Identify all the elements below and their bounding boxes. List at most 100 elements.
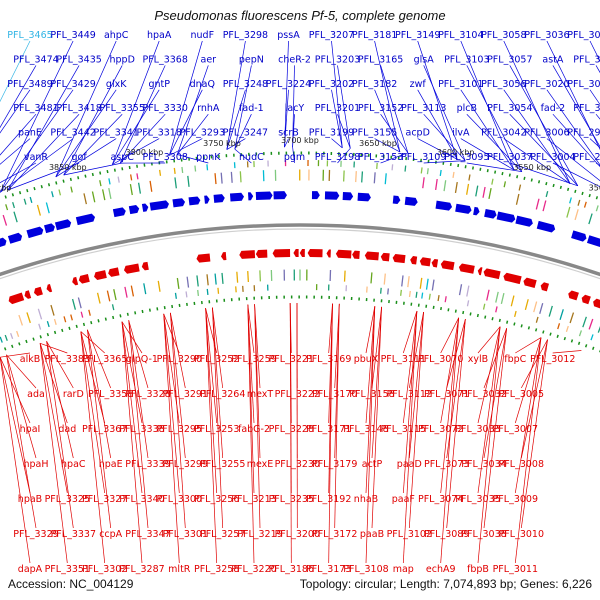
gene-label: PFL_3101 (438, 79, 483, 90)
feature-stripe (425, 278, 429, 290)
feature-stripe (513, 310, 517, 318)
gene-label: PFL_3264 (200, 389, 245, 400)
leader-line (205, 308, 218, 564)
gene-arrow (75, 213, 96, 226)
feature-stripe (91, 191, 96, 203)
gene-label: PFL_3057 (487, 54, 532, 65)
feature-stripe (117, 176, 120, 183)
feature-stripe (437, 295, 440, 302)
gene-label: PFL_3300 (157, 494, 202, 505)
feature-stripe (468, 174, 471, 181)
leader-line (380, 113, 409, 154)
leader-line (0, 40, 31, 103)
gene-arrow (326, 249, 331, 258)
gene-label: hpaB (18, 494, 42, 505)
gene-label: PFL_3009 (493, 494, 538, 505)
gene-arrow (273, 191, 287, 200)
gene-label: PFL_3207 (309, 30, 354, 41)
feature-stripe (108, 178, 111, 185)
gene-arrow (26, 226, 44, 239)
gene-arrow (108, 267, 120, 277)
feature-stripe (401, 275, 404, 287)
gene-arrow (112, 207, 126, 218)
gene-label: PFL_3202 (309, 79, 354, 90)
scale-label: 3600 kbp (437, 148, 475, 157)
gene-label: PFL_3074 (418, 494, 463, 505)
gene-label: PFL_3291 (163, 389, 208, 400)
feature-stripe (36, 204, 42, 216)
leader-line (0, 357, 31, 494)
gene-label: PFL_3089 (424, 529, 469, 540)
gene-label: nhaB (354, 494, 378, 505)
scale-label: 3700 kbp (281, 136, 319, 145)
gene-label: PFL_3102 (387, 529, 432, 540)
gene-label: fabG-2 (238, 424, 270, 435)
feature-stripe (408, 290, 411, 298)
gene-label: PFL_3367 (82, 424, 127, 435)
gene-label: nudF (191, 30, 215, 41)
leader-line (119, 65, 166, 164)
gene-label: PFL_3222 (275, 389, 320, 400)
leader-line (247, 304, 255, 564)
gene-label: PFL_3368 (142, 54, 187, 65)
leader-line (234, 148, 252, 164)
gene-label: echA9 (426, 564, 456, 575)
leader-line (477, 326, 501, 564)
feature-stripe (58, 189, 62, 196)
leader-line (170, 312, 186, 459)
leader-line (292, 114, 295, 148)
gene-arrow (220, 252, 227, 261)
gene-arrow (0, 237, 7, 248)
gene-label: PFL_3351 (45, 564, 90, 575)
gene-label: PFL_3005 (499, 389, 544, 400)
gene-label: cheR-2 (278, 54, 311, 65)
gene-label: PFL_3182 (352, 79, 397, 90)
feature-stripe (50, 304, 55, 316)
feature-stripe (458, 284, 463, 296)
leader-line (177, 113, 209, 155)
gene-label: xylB (468, 354, 488, 365)
feature-stripe (400, 289, 402, 296)
gene-label: acpD (406, 128, 430, 139)
gene-label: PFL_3070 (418, 354, 463, 365)
gene-label: PFL_3173 (306, 564, 351, 575)
gene-label: nudC (239, 152, 264, 163)
feature-stripe (217, 287, 220, 294)
feature-stripe (420, 167, 423, 174)
gene-arrow (255, 191, 273, 201)
feature-stripe (428, 293, 431, 300)
gene-label: PFL_3258 (194, 564, 239, 575)
leader-line (402, 310, 418, 424)
feature-stripe (137, 182, 142, 194)
leader-line (331, 40, 343, 148)
gene-arrow (247, 192, 254, 201)
feature-stripe (158, 169, 162, 176)
gene-arrow (536, 220, 556, 233)
gene-label: pssA (277, 30, 300, 41)
feature-stripe (588, 213, 593, 225)
leader-line (371, 306, 382, 459)
gene-label: PFL_3072 (418, 424, 463, 435)
leader-line (477, 326, 501, 354)
feature-stripe (96, 292, 101, 304)
feature-stripe (71, 298, 77, 310)
feature-stripe (174, 177, 177, 189)
gene-label: PFL_3172 (312, 529, 357, 540)
feature-stripe (391, 164, 394, 171)
feature-stripe (583, 201, 587, 208)
gene-label: lacY (285, 103, 305, 114)
feature-stripe (186, 276, 190, 288)
feature-stripe (206, 288, 209, 295)
feature-stripe (157, 280, 161, 292)
feature-stripe (130, 285, 135, 297)
leader-line (337, 148, 351, 164)
gene-arrow (188, 196, 201, 206)
gene-label: mexT (247, 389, 274, 400)
gene-label: PFL_3071 (424, 389, 469, 400)
feature-stripe (214, 273, 217, 285)
gene-label: PFL_3054 (487, 103, 532, 114)
gene-arrow (128, 204, 140, 215)
gene-label: PFL_3006 (524, 128, 569, 139)
leader-line (503, 138, 571, 184)
leader-line (466, 162, 522, 172)
